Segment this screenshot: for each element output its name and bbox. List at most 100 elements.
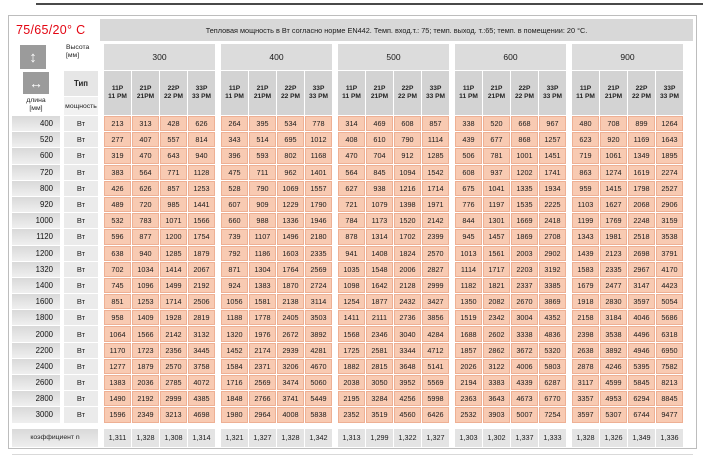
row-length-label: 1000: [12, 213, 60, 229]
height-axis-label: Высота [мм]: [66, 44, 90, 59]
power-cell: 2006: [394, 261, 421, 277]
power-cell: 1069: [277, 180, 304, 196]
power-cell: 313: [132, 116, 159, 132]
type-line2: 11 PM: [576, 93, 595, 100]
type-col-500-21P: 21P 21PM: [366, 71, 393, 115]
power-cell: 857: [160, 180, 187, 196]
power-cell: 2274: [656, 164, 683, 180]
type-line1: 33P: [429, 84, 442, 92]
power-cell: 1981: [600, 229, 627, 245]
power-cell: 1277: [104, 358, 131, 374]
power-cell: 1013: [455, 245, 482, 261]
power-cell: 2038: [338, 375, 365, 391]
power-cell: 781: [483, 148, 510, 164]
type-col-900-11P: 11P 11 PM: [572, 71, 599, 115]
power-cell: 1253: [188, 180, 215, 196]
row-length-label: 1200: [12, 245, 60, 261]
left-right-arrows-icon: ↔: [23, 72, 49, 94]
power-cell: 1168: [305, 148, 332, 164]
power-cell: 1581: [249, 294, 276, 310]
power-cell: 408: [338, 132, 365, 148]
power-cell: 3538: [656, 229, 683, 245]
power-cell: 2363: [455, 391, 482, 407]
power-cell: 2418: [539, 213, 566, 229]
power-table-body: 400 Вт 213 313 428 626 264 395 534 778 314 469 608 85…: [12, 116, 693, 423]
power-cell: 2670: [511, 294, 538, 310]
power-cell: 395: [249, 116, 276, 132]
power-cell: 2346: [366, 326, 393, 342]
power-cell: 6318: [656, 326, 683, 342]
unit-cell: Вт: [64, 310, 98, 326]
power-cell: 3892: [600, 342, 627, 358]
type-col-500-33P: 33P 33 PM: [422, 71, 449, 115]
power-cell: 675: [455, 180, 482, 196]
power-cell: 1096: [132, 277, 159, 294]
type-line2: 22 PM: [163, 93, 184, 100]
power-cell: 1452: [221, 342, 248, 358]
power-cell: 3427: [422, 294, 449, 310]
power-cell: 702: [104, 261, 131, 277]
power-cell: 1566: [188, 213, 215, 229]
title-row: 75/65/20° C Тепловая мощность в Вт согла…: [12, 19, 693, 41]
unit-cell: Вт: [64, 391, 98, 407]
type-col-400-33P: 33P 33 PM: [305, 71, 332, 115]
power-cell: 469: [366, 116, 393, 132]
power-cell: 938: [366, 180, 393, 196]
height-col-900: 900: [572, 44, 683, 70]
power-cell: 1723: [132, 342, 159, 358]
power-cell: 4953: [600, 391, 627, 407]
power-cell: 1401: [305, 164, 332, 180]
power-cell: 877: [132, 229, 159, 245]
power-cell: 920: [600, 132, 627, 148]
power-cell: 790: [394, 132, 421, 148]
table-row-2600: 2600 Вт 1383 2036 2785 4072 1716 2569 3474 5060 20…: [12, 375, 693, 391]
type-power-label-cell: Тип мощность: [64, 71, 98, 115]
unit-cell: Вт: [64, 213, 98, 229]
row-length-label: 2800: [12, 391, 60, 407]
power-cell: 3040: [394, 326, 421, 342]
type-line2: 22 PM: [397, 93, 418, 100]
power-cell: 407: [132, 132, 159, 148]
power-cell: 5569: [422, 375, 449, 391]
power-cell: 1128: [188, 164, 215, 180]
power-cell: 1669: [511, 213, 538, 229]
power-cell: 695: [277, 132, 304, 148]
power-cell: 4423: [656, 277, 683, 294]
type-line1: 22P: [401, 84, 414, 92]
type-line1: 22P: [284, 84, 297, 92]
row-length-label: 1400: [12, 277, 60, 294]
power-cell: 1257: [539, 132, 566, 148]
power-cell: 711: [249, 164, 276, 180]
power-cell: 4496: [628, 326, 655, 342]
power-cell: 1304: [249, 261, 276, 277]
power-cell: 4560: [394, 407, 421, 423]
power-cell: 2862: [483, 342, 510, 358]
power-cell: 1976: [249, 326, 276, 342]
power-cell: 428: [160, 116, 187, 132]
power-cell: 4673: [511, 391, 538, 407]
power-cell: 1688: [455, 326, 482, 342]
power-cell: 2830: [600, 294, 627, 310]
power-cell: 2158: [572, 310, 599, 326]
coefficient-cell: 1,328: [572, 428, 599, 447]
power-cell: 2766: [249, 391, 276, 407]
type-line2: 11 PM: [342, 93, 361, 100]
type-col-600-21P: 21P 21PM: [483, 71, 510, 115]
power-cell: 3114: [305, 294, 332, 310]
type-col-300-22P: 22P 22 PM: [160, 71, 187, 115]
unit-cell: Вт: [64, 148, 98, 164]
power-cell: 2337: [511, 277, 538, 294]
coefficient-cell: 1,302: [483, 428, 510, 447]
power-cell: 470: [338, 148, 365, 164]
power-cell: 596: [104, 229, 131, 245]
power-cell: 4046: [628, 310, 655, 326]
power-cell: 909: [249, 196, 276, 213]
power-cell: 1216: [394, 180, 421, 196]
power-cell: 988: [249, 213, 276, 229]
power-cell: 3538: [600, 326, 627, 342]
power-cell: 778: [305, 116, 332, 132]
power-cell: 564: [132, 164, 159, 180]
power-cell: 3184: [600, 310, 627, 326]
coefficient-cell: 1,303: [455, 428, 482, 447]
power-cell: 2477: [600, 277, 627, 294]
